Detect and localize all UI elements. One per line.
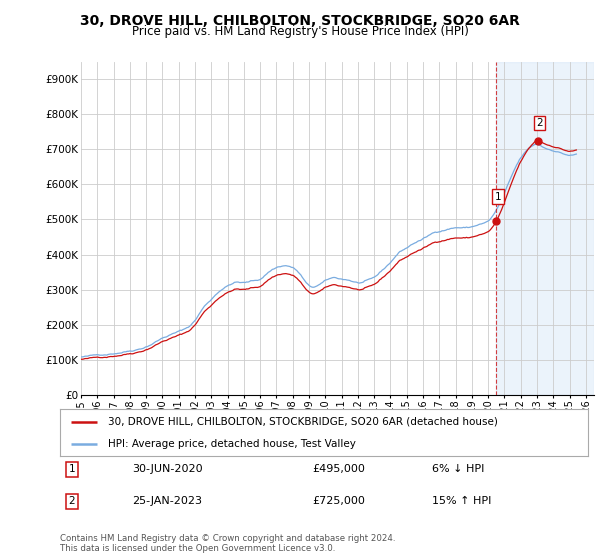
Text: £725,000: £725,000	[312, 497, 365, 506]
Text: Price paid vs. HM Land Registry's House Price Index (HPI): Price paid vs. HM Land Registry's House …	[131, 25, 469, 38]
Text: 25-JAN-2023: 25-JAN-2023	[132, 497, 202, 506]
Text: £495,000: £495,000	[312, 464, 365, 474]
Text: 6% ↓ HPI: 6% ↓ HPI	[432, 464, 484, 474]
Text: 30, DROVE HILL, CHILBOLTON, STOCKBRIDGE, SO20 6AR: 30, DROVE HILL, CHILBOLTON, STOCKBRIDGE,…	[80, 14, 520, 28]
Text: 30-JUN-2020: 30-JUN-2020	[132, 464, 203, 474]
Text: 15% ↑ HPI: 15% ↑ HPI	[432, 497, 491, 506]
Text: 1: 1	[494, 192, 501, 202]
Text: 2: 2	[536, 118, 543, 128]
Text: 2: 2	[68, 497, 76, 506]
Text: 1: 1	[68, 464, 76, 474]
Bar	[496, 62, 594, 395]
Text: HPI: Average price, detached house, Test Valley: HPI: Average price, detached house, Test…	[107, 438, 355, 449]
Text: 30, DROVE HILL, CHILBOLTON, STOCKBRIDGE, SO20 6AR (detached house): 30, DROVE HILL, CHILBOLTON, STOCKBRIDGE,…	[107, 417, 497, 427]
Text: Contains HM Land Registry data © Crown copyright and database right 2024.
This d: Contains HM Land Registry data © Crown c…	[60, 534, 395, 553]
